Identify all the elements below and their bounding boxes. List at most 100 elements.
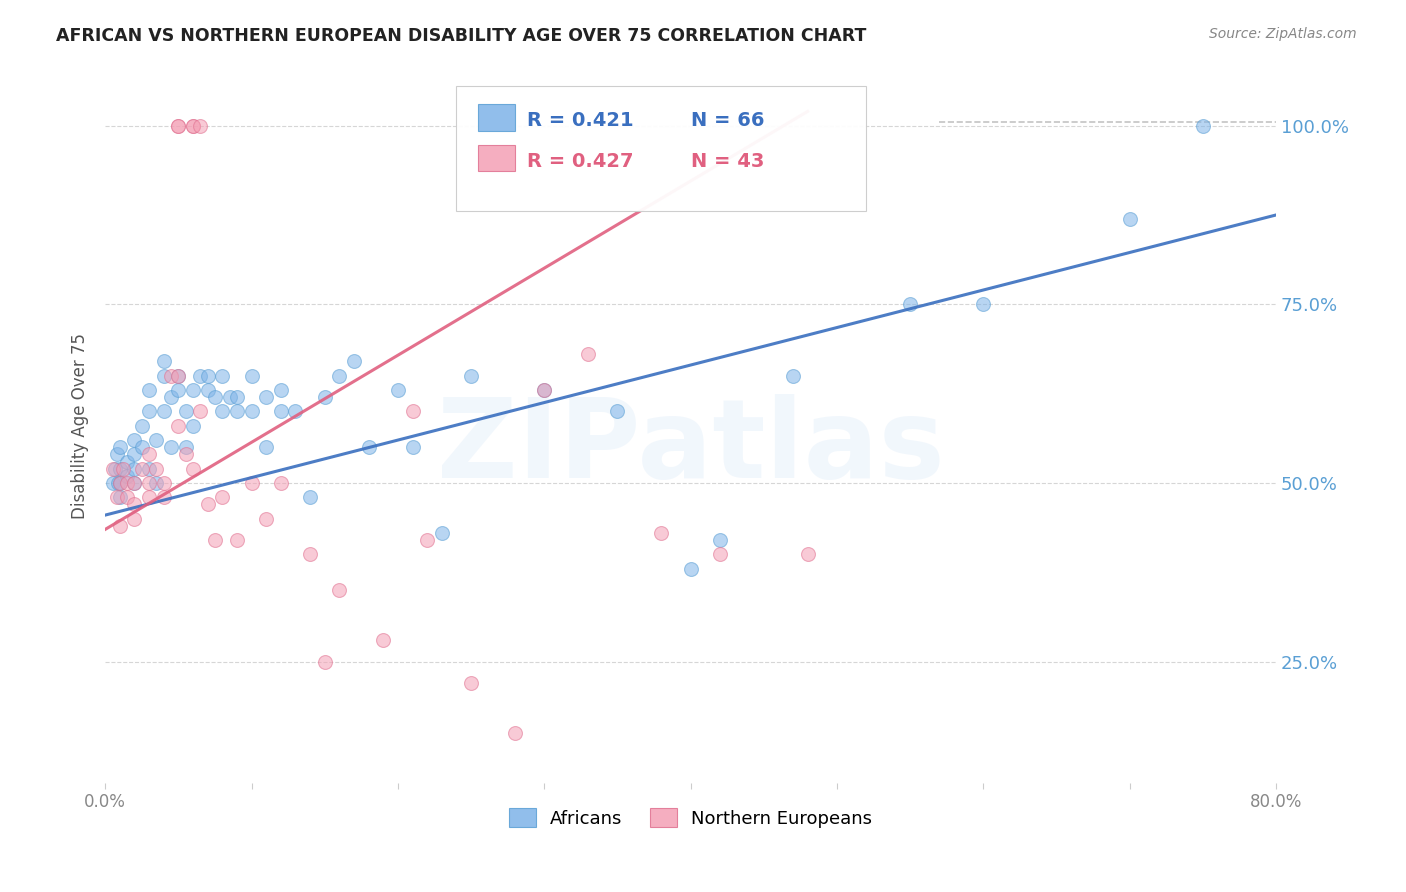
Point — [108, 518, 131, 533]
Point — [328, 583, 350, 598]
Point — [460, 368, 482, 383]
Point — [101, 475, 124, 490]
Point — [167, 368, 190, 383]
Text: R = 0.421: R = 0.421 — [527, 112, 633, 130]
Point — [111, 461, 134, 475]
Point — [108, 461, 131, 475]
Point — [105, 490, 128, 504]
Point — [145, 475, 167, 490]
Point — [1191, 119, 1213, 133]
Point — [124, 475, 146, 490]
Point — [115, 468, 138, 483]
Point — [131, 461, 153, 475]
Point — [796, 548, 818, 562]
Point — [124, 497, 146, 511]
Point — [299, 548, 322, 562]
Point — [181, 461, 204, 475]
Point — [167, 368, 190, 383]
Point — [152, 354, 174, 368]
Point — [401, 404, 423, 418]
Point — [460, 676, 482, 690]
Point — [503, 726, 526, 740]
Point — [270, 383, 292, 397]
Point — [270, 475, 292, 490]
Point — [226, 390, 249, 404]
Point — [124, 433, 146, 447]
Text: N = 43: N = 43 — [690, 152, 763, 171]
Point — [284, 404, 307, 418]
Point — [174, 404, 197, 418]
Point — [188, 368, 211, 383]
Point — [108, 440, 131, 454]
Point — [782, 368, 804, 383]
Point — [226, 404, 249, 418]
Text: N = 66: N = 66 — [690, 112, 763, 130]
Point — [152, 475, 174, 490]
Point — [115, 475, 138, 490]
Point — [197, 383, 219, 397]
Text: R = 0.427: R = 0.427 — [527, 152, 633, 171]
Point — [240, 404, 263, 418]
Point — [299, 490, 322, 504]
Point — [160, 390, 183, 404]
Point — [115, 454, 138, 468]
Point — [387, 383, 409, 397]
Point — [218, 390, 240, 404]
Point — [606, 404, 628, 418]
Point — [115, 490, 138, 504]
Point — [211, 490, 233, 504]
Point — [174, 447, 197, 461]
Point — [181, 119, 204, 133]
Point — [972, 297, 994, 311]
Point — [181, 119, 204, 133]
Point — [124, 475, 146, 490]
Point — [328, 368, 350, 383]
Point — [160, 440, 183, 454]
Point — [416, 533, 439, 548]
Point — [197, 368, 219, 383]
Point — [373, 633, 395, 648]
Point — [650, 525, 672, 540]
Point — [197, 497, 219, 511]
Point — [270, 404, 292, 418]
Point — [145, 433, 167, 447]
Point — [108, 475, 131, 490]
Point — [105, 447, 128, 461]
Point — [898, 297, 921, 311]
Point — [254, 511, 277, 525]
Point — [181, 383, 204, 397]
Point — [160, 368, 183, 383]
Point — [343, 354, 366, 368]
Point — [167, 119, 190, 133]
Legend: Africans, Northern Europeans: Africans, Northern Europeans — [502, 801, 880, 835]
Point — [709, 548, 731, 562]
Point — [188, 404, 211, 418]
Point — [174, 440, 197, 454]
Point — [124, 461, 146, 475]
Point — [138, 461, 160, 475]
Y-axis label: Disability Age Over 75: Disability Age Over 75 — [72, 333, 89, 519]
Point — [533, 383, 555, 397]
Point — [107, 475, 129, 490]
Text: AFRICAN VS NORTHERN EUROPEAN DISABILITY AGE OVER 75 CORRELATION CHART: AFRICAN VS NORTHERN EUROPEAN DISABILITY … — [56, 27, 866, 45]
Text: Source: ZipAtlas.com: Source: ZipAtlas.com — [1209, 27, 1357, 41]
Point — [181, 418, 204, 433]
Point — [131, 418, 153, 433]
Point — [101, 461, 124, 475]
Point — [138, 447, 160, 461]
Point — [204, 533, 226, 548]
Point — [254, 390, 277, 404]
Point — [226, 533, 249, 548]
Point — [145, 461, 167, 475]
Point — [709, 533, 731, 548]
Point — [138, 475, 160, 490]
Point — [124, 447, 146, 461]
Point — [533, 383, 555, 397]
Point — [167, 119, 190, 133]
Point — [254, 440, 277, 454]
Point — [357, 440, 380, 454]
Point — [138, 404, 160, 418]
Point — [131, 440, 153, 454]
Point — [576, 347, 599, 361]
Point — [124, 511, 146, 525]
